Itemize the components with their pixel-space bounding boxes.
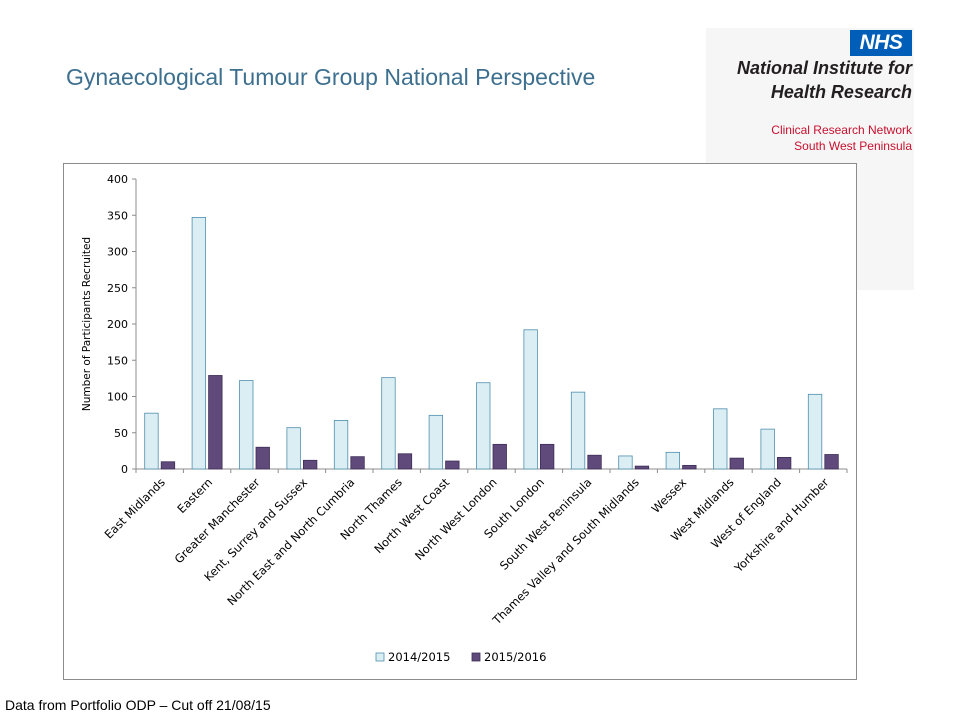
x-category-label: East Midlands (102, 475, 168, 541)
bar-series-1 (570, 391, 586, 470)
x-category-label: North West London (412, 475, 500, 563)
y-tick-label: 150 (107, 354, 128, 367)
bar-series-1 (523, 329, 538, 470)
logo-line-4: South West Peninsula (794, 139, 912, 153)
bar-series-2 (397, 453, 413, 470)
bar-series-1 (760, 428, 775, 470)
x-category-label: Eastern (174, 475, 215, 516)
bar-series-2 (445, 460, 460, 470)
bar-series-2 (208, 375, 223, 470)
slide-title: Gynaecological Tumour Group National Per… (66, 64, 596, 90)
y-tick-label: 350 (107, 209, 128, 222)
bar-series-1 (191, 217, 207, 470)
legend-swatch (375, 652, 385, 662)
bar-series-1 (807, 393, 823, 470)
legend-label: 2015/2016 (484, 650, 546, 664)
y-tick-label: 250 (107, 282, 128, 295)
bar-series-1 (333, 420, 349, 470)
x-category-label: South West Peninsula (497, 475, 595, 573)
bar-series-2 (302, 459, 318, 470)
bar-series-1 (713, 408, 728, 470)
bar-series-2 (492, 443, 507, 470)
nhs-badge: NHS (850, 30, 912, 56)
bar-series-1 (381, 377, 396, 470)
bar-series-2 (682, 464, 697, 470)
bar-series-2 (824, 454, 839, 470)
legend-label: 2014/2015 (388, 650, 450, 664)
bar-series-1 (476, 382, 491, 470)
y-tick-label: 200 (107, 318, 128, 331)
bar-series-2 (255, 446, 270, 470)
bar-series-2 (729, 457, 744, 470)
y-axis-label: Number of Participants Recruited (81, 237, 93, 411)
y-tick-label: 300 (107, 246, 128, 259)
legend-swatch (471, 652, 481, 662)
x-category-label: Yorkshire and Humber (731, 475, 832, 576)
x-category-label: Greater Manchester (172, 475, 263, 566)
logo-line-1: National Institute for (737, 58, 912, 78)
footer-note: Data from Portfolio ODP – Cut off 21/08/… (5, 697, 271, 713)
bar-series-1 (286, 427, 301, 470)
bar-chart: 0 50 100 150 200 250 300 350 400 Number of Partic… (81, 173, 848, 664)
chart-frame: 0 50 100 150 200 250 300 350 400 Number of Partic… (63, 163, 857, 680)
y-tick-label: 100 (107, 391, 128, 404)
bar-series-1 (618, 455, 633, 470)
bar-series-2 (777, 456, 792, 470)
bar-series-1 (239, 380, 254, 470)
y-tick-label: 400 (107, 173, 128, 186)
y-tick-label: 50 (114, 427, 128, 440)
bar-series-2 (634, 465, 650, 470)
bar-series-2 (350, 456, 365, 470)
x-category-label: Wessex (649, 475, 690, 516)
bar-series-1 (144, 412, 159, 470)
logo-line-2: Health Research (770, 82, 912, 102)
bar-series-1 (665, 451, 680, 470)
bar-series-2 (587, 454, 602, 470)
bar-series-2 (160, 461, 176, 470)
logo-line-3: Clinical Research Network (771, 123, 912, 137)
bar-series-1 (428, 414, 444, 470)
bar-series-2 (539, 443, 555, 470)
y-tick-label: 0 (121, 463, 128, 476)
